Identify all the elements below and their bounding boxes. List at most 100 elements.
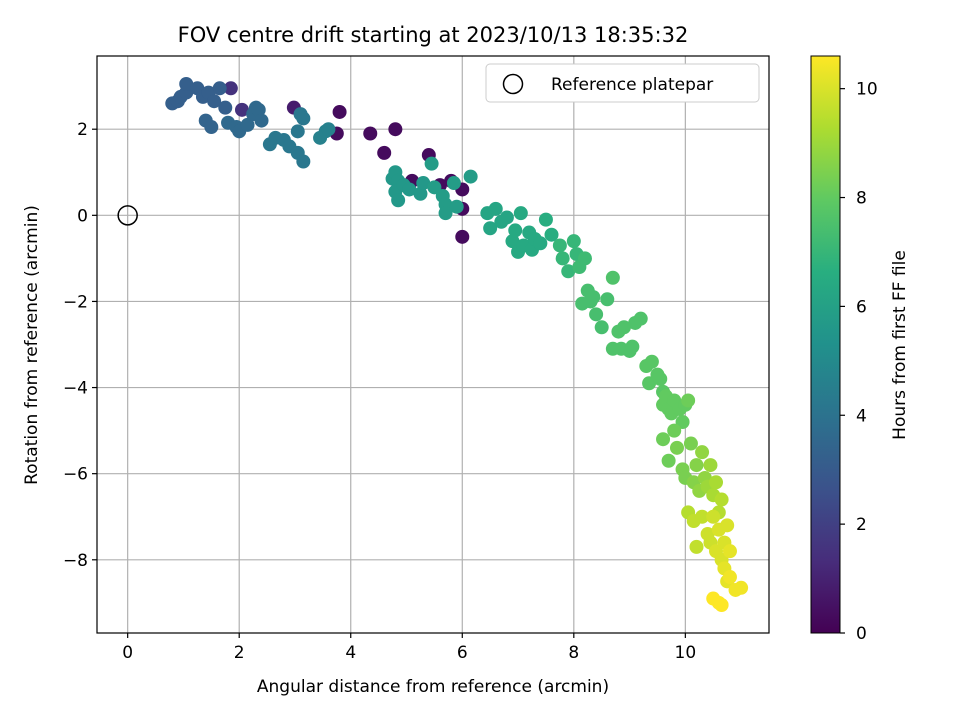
data-point xyxy=(296,154,311,169)
data-point xyxy=(661,453,676,468)
data-point xyxy=(446,176,461,191)
data-point xyxy=(463,169,478,184)
data-point xyxy=(544,227,559,242)
data-point xyxy=(703,458,718,473)
y-axis: −8 −6 −4 −2 0 2 xyxy=(63,120,97,571)
colorbar-tick-label: 8 xyxy=(856,189,867,209)
data-point xyxy=(577,251,592,266)
data-point xyxy=(538,212,553,227)
x-axis-label: Angular distance from reference (arcmin) xyxy=(257,677,609,697)
data-point xyxy=(296,111,311,126)
y-tick-label: −8 xyxy=(63,551,88,571)
data-point xyxy=(706,509,721,524)
legend-marker-circle xyxy=(502,73,524,95)
x-tick-label: 6 xyxy=(457,643,468,663)
x-tick-label: 2 xyxy=(234,643,245,663)
data-point xyxy=(709,475,724,490)
colorbar-tick-label: 0 xyxy=(856,624,867,644)
data-point xyxy=(218,100,233,115)
legend-label: Reference platepar xyxy=(551,75,713,95)
data-point xyxy=(416,176,431,191)
data-point xyxy=(207,94,222,109)
legend-box xyxy=(485,63,760,103)
data-point xyxy=(695,445,710,460)
data-point xyxy=(290,124,305,139)
data-point xyxy=(388,122,403,137)
plot-frame xyxy=(96,55,770,634)
data-point xyxy=(505,234,520,249)
data-point xyxy=(555,251,570,266)
y-tick-label: 0 xyxy=(77,206,88,226)
data-point xyxy=(675,415,690,430)
colorbar-label: Hours from first FF file xyxy=(890,250,910,440)
data-point xyxy=(508,223,523,238)
data-point xyxy=(722,544,737,559)
data-point xyxy=(413,186,428,201)
colorbar-tick-label: 10 xyxy=(856,80,878,100)
data-point xyxy=(488,201,503,216)
data-point xyxy=(223,81,238,96)
data-point xyxy=(363,126,378,141)
data-point xyxy=(240,117,255,132)
y-tick-label: −2 xyxy=(63,292,88,312)
data-point xyxy=(251,102,266,117)
data-point xyxy=(332,104,347,119)
data-point xyxy=(594,320,609,335)
data-point xyxy=(656,432,671,447)
data-point xyxy=(642,376,657,391)
data-point xyxy=(722,570,737,585)
data-point xyxy=(600,292,615,307)
data-point xyxy=(734,580,749,595)
data-point xyxy=(321,122,336,137)
data-point xyxy=(625,339,640,354)
data-point xyxy=(667,423,682,438)
data-point xyxy=(669,440,684,455)
colorbar-tick-label: 4 xyxy=(856,406,867,426)
data-points xyxy=(165,76,749,613)
data-point xyxy=(402,182,417,197)
y-axis-label: Rotation from reference (arcmin) xyxy=(22,205,42,485)
x-tick-label: 4 xyxy=(345,643,356,663)
colorbar-tick-label: 2 xyxy=(856,515,867,535)
data-point xyxy=(653,371,668,386)
colorbar: 0 2 4 6 8 10 Hours from first FF file xyxy=(810,55,910,644)
data-point xyxy=(179,76,194,91)
x-tick-label: 10 xyxy=(675,643,697,663)
data-point xyxy=(561,264,576,279)
data-point xyxy=(449,199,464,214)
data-point xyxy=(552,238,567,253)
data-point xyxy=(513,206,528,221)
data-point xyxy=(391,193,406,208)
data-point xyxy=(499,210,514,225)
chart-title: FOV centre drift starting at 2023/10/13 … xyxy=(178,23,689,47)
legend: Reference platepar xyxy=(485,63,760,103)
data-point xyxy=(204,120,219,135)
data-point xyxy=(455,229,470,244)
data-point xyxy=(714,492,729,507)
x-tick-label: 0 xyxy=(122,643,133,663)
data-point xyxy=(586,290,601,305)
data-point xyxy=(714,598,729,613)
data-point xyxy=(617,320,632,335)
data-point xyxy=(689,539,704,554)
data-point xyxy=(533,236,548,251)
data-point xyxy=(683,436,698,451)
data-point xyxy=(720,518,735,533)
data-point xyxy=(254,113,269,128)
data-point xyxy=(695,509,710,524)
grid-lines xyxy=(97,56,769,633)
y-tick-label: −6 xyxy=(63,465,88,485)
colorbar-gradient xyxy=(810,55,841,634)
data-point xyxy=(689,458,704,473)
data-point xyxy=(644,354,659,369)
data-point xyxy=(605,270,620,285)
data-point xyxy=(427,180,442,195)
data-point xyxy=(633,311,648,326)
data-point xyxy=(377,145,392,160)
data-point xyxy=(566,234,581,249)
y-tick-label: −4 xyxy=(63,379,88,399)
x-axis: 0 2 4 6 8 10 xyxy=(122,633,696,663)
data-point xyxy=(589,307,604,322)
colorbar-tick-label: 6 xyxy=(856,297,867,317)
data-point xyxy=(424,156,439,171)
